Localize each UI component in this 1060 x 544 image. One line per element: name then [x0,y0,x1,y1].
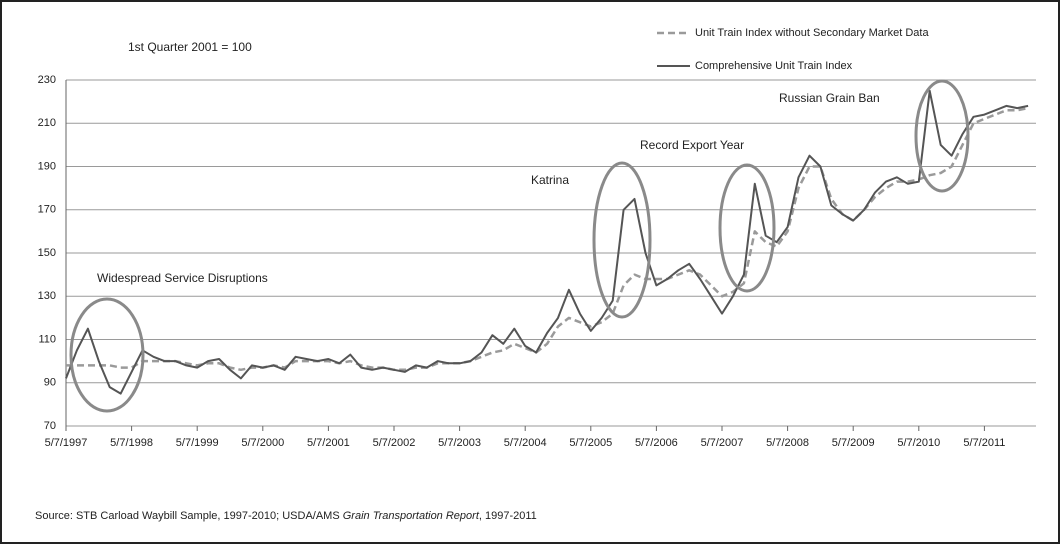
source-text: Grain Transportation Report [343,510,480,522]
legend-label: Comprehensive Unit Train Index [695,60,853,72]
x-tick-label: 5/7/2007 [701,437,744,449]
y-tick-label: 70 [44,420,56,432]
ellipse [718,163,776,293]
x-tick-label: 5/7/2006 [635,437,678,449]
x-tick-label: 5/7/2011 [963,437,1005,449]
x-tick-label: 5/7/2009 [832,437,875,449]
annotation: Katrina [531,173,569,187]
series-line [65,89,1029,395]
x-tick-label: 5/7/2001 [307,437,350,449]
x-tick-label: 5/7/1997 [45,437,88,449]
y-tick-label: 210 [38,117,56,129]
annotation: Russian Grain Ban [779,91,880,105]
y-tick-label: 190 [38,160,56,172]
x-tick-label: 5/7/2005 [569,437,612,449]
annotation: Widespread Service Disruptions [97,271,268,285]
plot: 70 90 110 130 150 170 190 210 230 5/7/1997 5/7/199… [38,27,1036,449]
x-tick-label: 5/7/2002 [373,437,416,449]
legend-label: Unit Train Index without Secondary Marke… [695,27,929,39]
source: Source: STB Carload Waybill Sample, 1997… [35,510,537,522]
x-tick-label: 5/7/2000 [241,437,284,449]
x-tick-label: 5/7/1998 [110,437,153,449]
y-tick-label: 110 [38,333,56,345]
source-text: Source: STB Carload Waybill Sample, 1997… [35,510,343,522]
y-tick-label: 150 [38,247,56,259]
x-tick-label: 5/7/2010 [897,437,940,449]
y-tick-label: 230 [38,74,56,86]
x-tick-label: 5/7/2003 [438,437,481,449]
y-tick-label: 170 [38,204,56,216]
y-tick-label: 90 [44,377,56,389]
x-tick-label: 5/7/2004 [504,437,547,449]
ellipse [592,161,652,319]
annotation: Record Export Year [640,138,744,152]
x-tick-label: 5/7/1999 [176,437,219,449]
x-tick-label: 5/7/2008 [766,437,809,449]
subtitle: 1st Quarter 2001 = 100 [128,40,252,54]
y-tick-label: 130 [38,290,56,302]
ellipse [914,79,970,193]
source-text: , 1997-2011 [479,510,537,522]
ellipse [69,297,145,413]
highlight-ellipses [69,79,970,413]
